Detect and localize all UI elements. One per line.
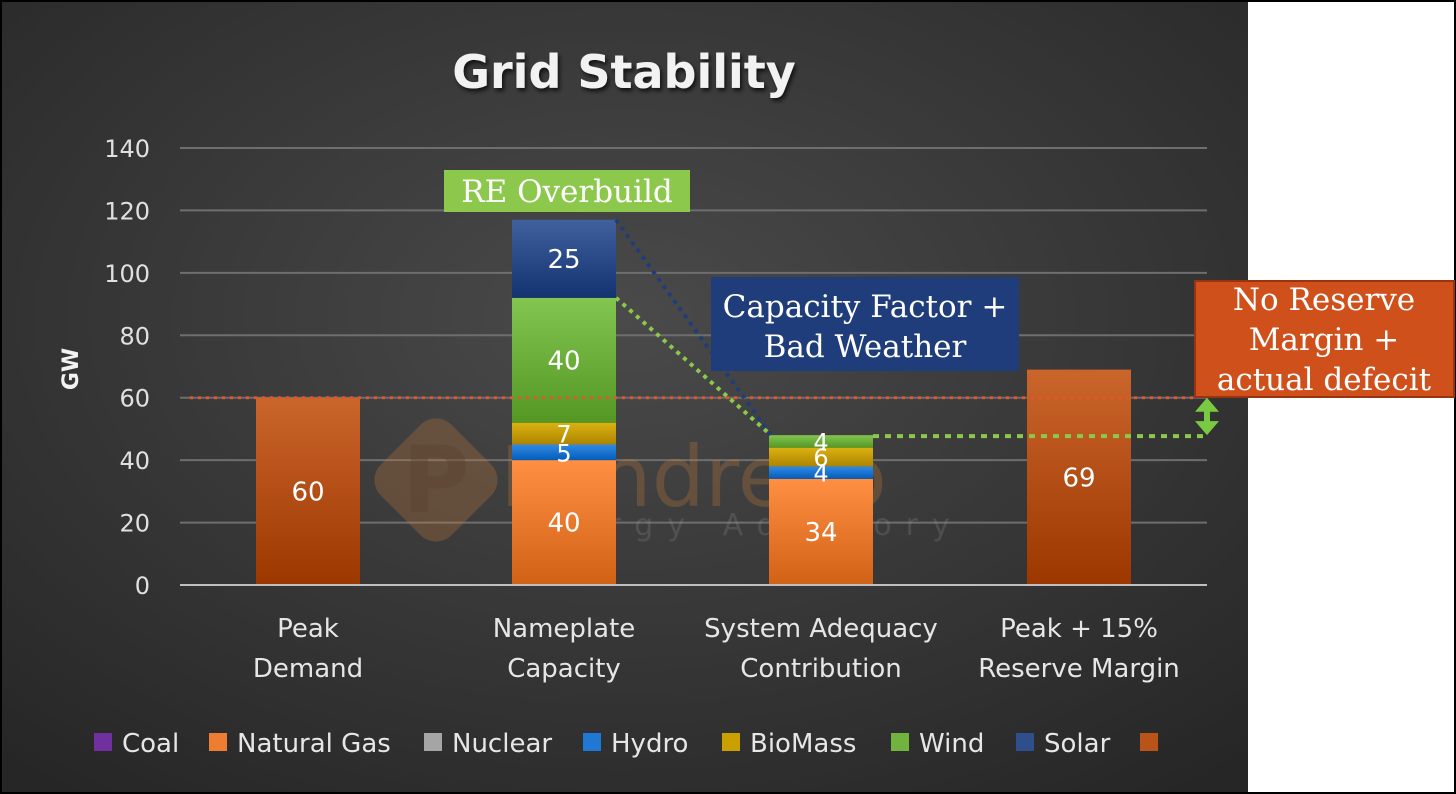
- bar-hydro-2: [769, 466, 873, 479]
- category-label: Reserve Margin: [978, 654, 1180, 684]
- y-tick-label: 60: [119, 385, 150, 413]
- legend-swatch-nuclear: [424, 733, 442, 751]
- deficit-arrow-down-head: [1195, 421, 1219, 436]
- legend-label: Wind: [919, 729, 984, 759]
- data-label: 40: [547, 346, 580, 376]
- callout-capacity-factor-line1: Capacity Factor +: [723, 289, 1008, 325]
- legend-label: Natural Gas: [237, 729, 391, 759]
- legend-label: Coal: [122, 729, 179, 759]
- data-label: 6: [813, 444, 828, 472]
- legend-swatch-natural-gas: [209, 733, 227, 751]
- data-label: 60: [291, 477, 324, 507]
- legend-label: Nuclear: [452, 729, 552, 759]
- deficit-arrow: [1195, 397, 1219, 436]
- category-label: Peak: [277, 614, 339, 644]
- callout-re-overbuild-text: RE Overbuild: [461, 174, 672, 210]
- legend-label: Hydro: [611, 729, 688, 759]
- callout-no-reserve-line3: actual defecit: [1217, 362, 1432, 398]
- category-label: Contribution: [740, 654, 901, 684]
- bar-wind-2: [769, 435, 873, 448]
- legend-swatch-wind: [891, 733, 909, 751]
- callout-no-reserve: No Reserve Margin + actual defecit: [1194, 280, 1455, 398]
- data-label: 7: [556, 421, 571, 449]
- bar-biomass-2: [769, 447, 873, 467]
- category-label: Peak + 15%: [1000, 614, 1158, 644]
- y-tick-label: 100: [104, 260, 150, 288]
- y-tick-label: 140: [104, 135, 150, 163]
- y-tick-label: 0: [135, 572, 150, 600]
- bars: [256, 219, 1131, 585]
- watermark-logo-letter: P: [402, 427, 469, 534]
- legend-swatch-biomass: [722, 733, 740, 751]
- callout-capacity-factor: Capacity Factor + Bad Weather: [711, 277, 1019, 371]
- data-label: 4: [813, 460, 828, 488]
- deficit-arrow-up-head: [1195, 397, 1219, 412]
- category-label: Capacity: [507, 654, 621, 684]
- callout-capacity-factor-line2: Bad Weather: [764, 329, 967, 365]
- data-label: 25: [547, 245, 580, 275]
- watermark: P Pandreco Energy Advisory: [374, 418, 950, 543]
- bar-natural-gas-2: [769, 478, 873, 585]
- legend: Coal Natural Gas Nuclear Hydro BioMass Wind So…: [94, 729, 1158, 759]
- bar-biomass-1: [512, 422, 616, 445]
- wind-drop-connector: [614, 296, 773, 437]
- legend-swatch-solar: [1016, 733, 1034, 751]
- bar-requirement-0: [256, 397, 360, 585]
- legend-label: Solar: [1044, 729, 1111, 759]
- bar-requirement-3: [1027, 369, 1131, 585]
- data-label: 4: [813, 428, 828, 456]
- watermark-logo-shape: [374, 418, 498, 542]
- data-label: 5: [556, 439, 571, 467]
- y-tick-label: 20: [119, 510, 150, 538]
- bar-solar-1: [512, 219, 616, 298]
- data-label: 34: [804, 518, 837, 548]
- callout-capacity-factor-box: [711, 277, 1019, 371]
- bar-wind-1: [512, 297, 616, 423]
- data-labels: 60 40 57 40 25 34 464 69: [291, 245, 1095, 548]
- legend-swatch-hydro: [583, 733, 601, 751]
- bar-natural-gas-1: [512, 460, 616, 585]
- callout-no-reserve-line2: Margin +: [1249, 322, 1400, 358]
- data-label: 69: [1062, 463, 1095, 493]
- y-tick-label: 120: [104, 197, 150, 225]
- callout-no-reserve-box: [1194, 280, 1455, 398]
- y-axis-title: GW: [59, 348, 84, 390]
- legend-swatch-coal: [94, 733, 112, 751]
- category-label: Demand: [253, 654, 363, 684]
- category-label: Nameplate: [493, 614, 636, 644]
- callout-re-overbuild: RE Overbuild: [444, 170, 690, 212]
- bar-hydro-1: [512, 444, 616, 461]
- legend-swatch-requirement: [1140, 733, 1158, 751]
- category-labels: Peak Demand Nameplate Capacity System Adequa…: [253, 614, 1180, 684]
- y-tick-label: 80: [119, 322, 150, 350]
- y-tick-labels: 0 20 40 60 80 100 120 140: [104, 135, 150, 600]
- category-label: System Adequacy: [704, 614, 938, 644]
- chart-title: Grid Stability: [452, 45, 796, 99]
- y-tick-label: 40: [119, 447, 150, 475]
- data-label: 40: [547, 509, 580, 539]
- legend-label: BioMass: [750, 729, 856, 759]
- callout-re-overbuild-box: [444, 170, 690, 212]
- callout-no-reserve-line1: No Reserve: [1233, 282, 1415, 318]
